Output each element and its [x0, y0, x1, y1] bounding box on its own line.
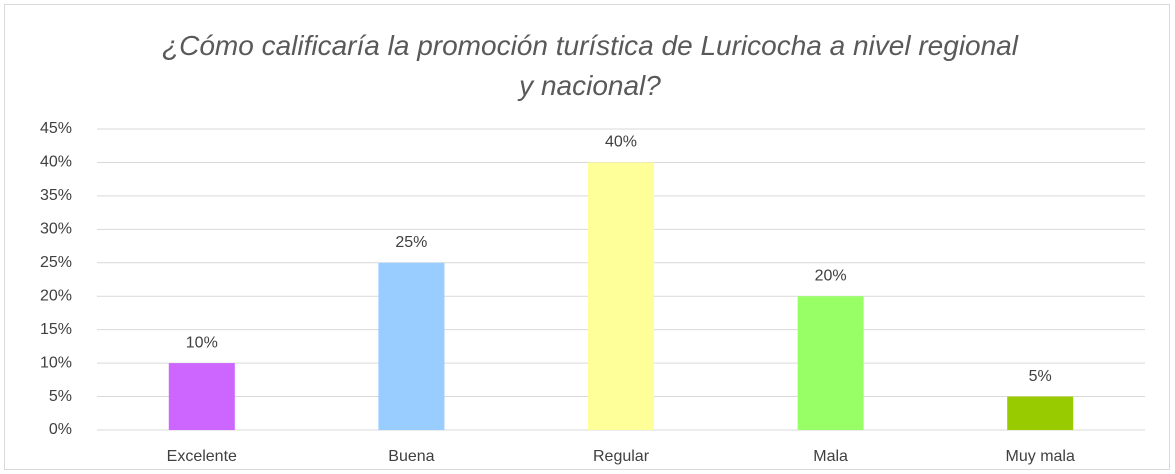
y-tick-label: 30% — [40, 221, 72, 238]
y-tick-label: 20% — [40, 287, 72, 304]
chart-frame — [4, 4, 1170, 470]
x-tick-label: Excelente — [167, 448, 237, 465]
y-tick-label: 40% — [40, 154, 72, 171]
bar — [588, 162, 654, 430]
y-tick-label: 5% — [49, 388, 72, 405]
y-tick-label: 35% — [40, 187, 72, 204]
y-tick-label: 15% — [40, 321, 72, 338]
y-tick-label: 0% — [49, 421, 72, 438]
data-label: 10% — [186, 334, 218, 351]
y-tick-label: 10% — [40, 354, 72, 371]
x-tick-label: Mala — [813, 448, 848, 465]
chart-title: ¿Cómo calificaría la promoción turística… — [162, 30, 1018, 101]
data-label: 40% — [605, 134, 637, 151]
bar — [168, 363, 235, 430]
data-label: 25% — [395, 234, 427, 251]
bar — [1007, 396, 1074, 430]
bar — [378, 262, 445, 430]
y-tick-label: 25% — [40, 254, 72, 271]
data-label: 5% — [1029, 368, 1052, 385]
x-tick-label: Regular — [593, 448, 650, 465]
x-tick-label: Muy mala — [1006, 448, 1075, 465]
data-label: 20% — [815, 267, 847, 284]
bar — [797, 296, 864, 430]
y-tick-label: 45% — [40, 120, 72, 137]
x-tick-label: Buena — [388, 448, 434, 465]
